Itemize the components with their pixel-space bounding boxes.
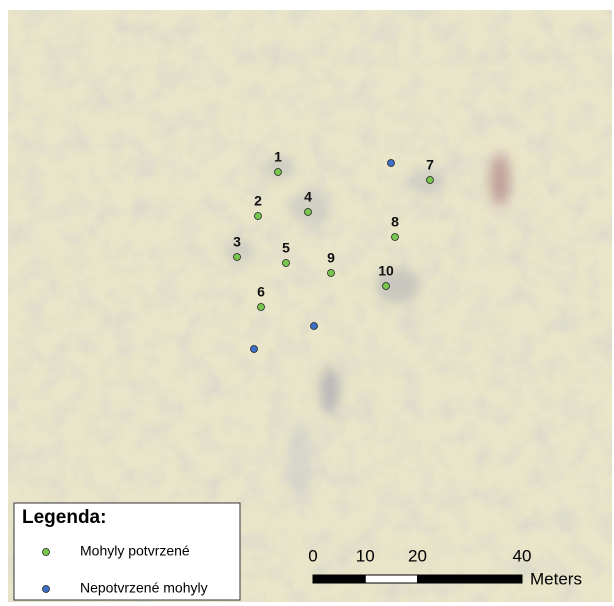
legend-items: Mohyly potvrzené Nepotvrzené mohyly — [42, 543, 208, 596]
scale-tick-label: 20 — [408, 546, 427, 565]
scale-tick-label: 10 — [356, 546, 375, 565]
legend-box — [13, 502, 241, 601]
mound-label: 8 — [391, 214, 399, 230]
legend-title: Legenda: — [22, 507, 106, 528]
mound-label: 4 — [304, 189, 312, 205]
mound-label: 7 — [426, 157, 434, 173]
mound-label: 2 — [254, 193, 262, 209]
confirmed-mound[interactable] — [233, 253, 241, 261]
confirmed-mound[interactable] — [382, 282, 390, 290]
confirmed-mound[interactable] — [327, 269, 335, 277]
confirmed-mound[interactable] — [274, 168, 282, 176]
confirmed-mound[interactable] — [257, 303, 265, 311]
scale-tick-label: 40 — [513, 546, 532, 565]
unconfirmed-mound[interactable] — [310, 322, 318, 330]
legend-symbol — [42, 548, 50, 556]
scale-unit: Meters — [530, 569, 582, 588]
legend-symbol — [42, 585, 50, 593]
confirmed-mound[interactable] — [426, 176, 434, 184]
legend-label: Nepotvrzené mohyly — [80, 580, 208, 596]
confirmed-mound[interactable] — [254, 212, 262, 220]
mound-label: 9 — [327, 250, 335, 266]
legend-label: Mohyly potvrzené — [80, 543, 190, 559]
scale-bar: 0 10 20 40 Meters — [308, 546, 582, 588]
scale-segment — [417, 574, 523, 584]
mound-label: 10 — [378, 263, 394, 279]
unconfirmed-mound[interactable] — [387, 159, 395, 167]
confirmed-mound[interactable] — [282, 259, 290, 267]
confirmed-mound[interactable] — [391, 233, 399, 241]
mound-label: 1 — [274, 149, 282, 165]
confirmed-mound[interactable] — [304, 208, 312, 216]
scale-segment — [312, 574, 366, 584]
unconfirmed-mound[interactable] — [250, 345, 258, 353]
mound-label: 3 — [233, 234, 241, 250]
scale-segment — [364, 574, 418, 584]
mound-label: 6 — [257, 284, 265, 300]
mound-layer: 1 2 3 4 5 6 7 8 9 10 — [233, 149, 434, 353]
mound-label: 5 — [282, 240, 290, 256]
scale-tick-label: 0 — [308, 546, 317, 565]
